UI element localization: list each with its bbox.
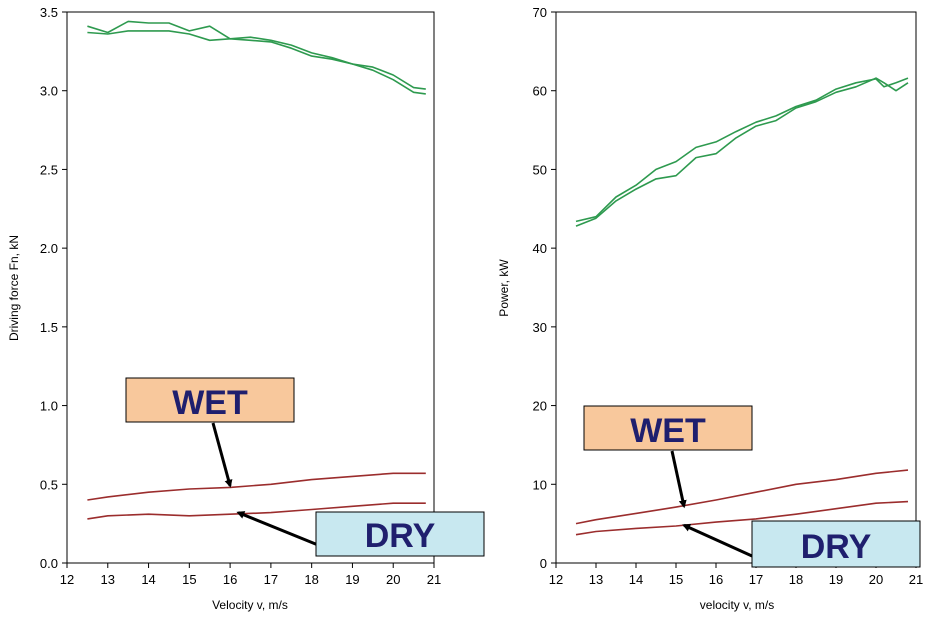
x-tick-label: 19 [829,572,843,587]
series-line-red-3 [87,502,426,520]
callout-box-wet [583,405,753,451]
y-tick-label: 50 [533,162,547,177]
x-tick-label: 17 [264,572,278,587]
y-tick-label: 1.0 [40,399,58,414]
chart-panel-force: 12 13 14 15 16 17 18 19 20 21 0.0 0.5 1.0 1.5 2.0 2.5 3.… [7,5,485,612]
x-tick-label: 15 [669,572,683,587]
callout-arrow-dry [682,523,753,558]
callout-label-wet: WET [172,384,248,422]
y-tick-label: 70 [533,5,547,20]
plot-frame [66,11,435,564]
x-tick-label: 21 [427,572,441,587]
y-tick-label: 30 [533,320,547,335]
y-tick-label: 10 [533,477,547,492]
callout-box-dry [315,511,485,557]
x-tick-label: 13 [101,572,115,587]
callout-arrow-dry [236,511,319,547]
x-tick-label: 13 [589,572,603,587]
x-tick-label: 20 [869,572,883,587]
callout-arrow-wet [670,450,687,509]
y-tick-label: 60 [533,84,547,99]
y-tick-label: 2.5 [40,162,58,177]
series-line-red-3 [575,500,909,536]
y-tick-label: 20 [533,399,547,414]
x-tick-label: 14 [141,572,155,587]
y-axis-title: Driving force Fn, kN [7,235,21,341]
x-tick-label: 18 [304,572,318,587]
y-tick-label: 0.5 [40,477,58,492]
x-tick-label: 15 [182,572,196,587]
x-tick-label: 12 [60,572,74,587]
series-line-green-0 [575,77,909,223]
series-line-red-2 [575,469,909,525]
series-line-green-1 [87,30,426,95]
plot-frame [555,11,917,564]
y-tick-label: 0.0 [40,556,58,571]
y-axis-title: Power, kW [497,259,511,317]
series-line-red-2 [87,472,426,501]
callout-label-wet: WET [630,412,706,450]
y-tick-label: 0 [540,556,547,571]
x-tick-label: 12 [549,572,563,587]
series-line-green-1 [575,77,909,227]
callout-label-dry: DRY [365,517,436,555]
chart-panel-power: 12 13 14 15 16 17 18 19 20 21 0 10 20 30 40 50 60 70 veloc… [497,5,923,612]
x-tick-label: 17 [749,572,763,587]
callout-arrow-wet [211,422,233,488]
x-tick-label: 16 [709,572,723,587]
callout-box-wet [125,377,295,423]
y-tick-label: 1.5 [40,320,58,335]
x-axis-title: velocity v, m/s [700,598,774,612]
y-tick-label: 3.5 [40,5,58,20]
x-tick-label: 19 [345,572,359,587]
x-tick-label: 18 [789,572,803,587]
x-tick-label: 21 [909,572,923,587]
y-tick-label: 40 [533,241,547,256]
x-tick-label: 16 [223,572,237,587]
callout-box-dry [751,520,921,568]
callout-label-dry: DRY [801,528,872,566]
x-tick-label: 20 [386,572,400,587]
y-tick-label: 2.0 [40,241,58,256]
y-tick-label: 3.0 [40,84,58,99]
x-tick-label: 14 [629,572,643,587]
x-axis-title: Velocity v, m/s [212,598,288,612]
series-line-green-0 [87,20,426,90]
